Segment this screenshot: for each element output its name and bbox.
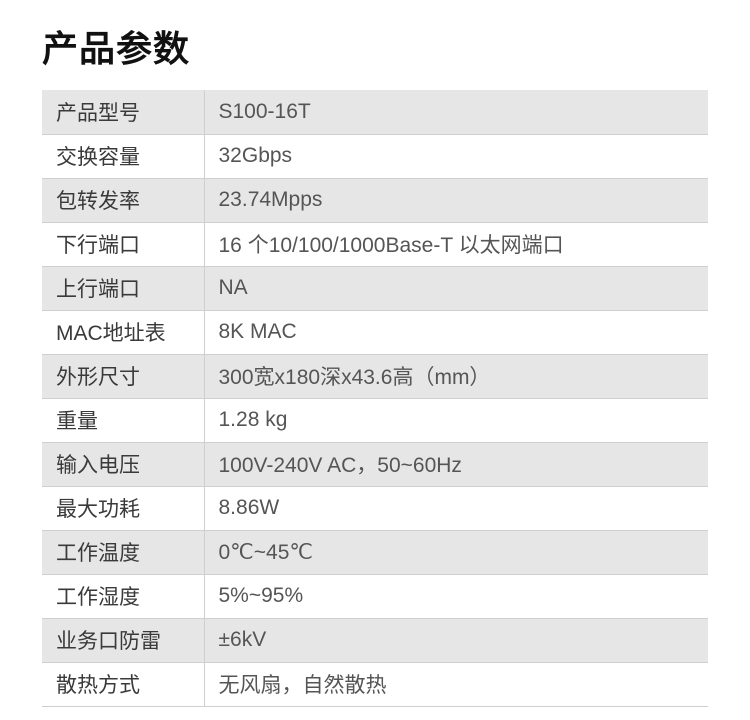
spec-label: 工作湿度 bbox=[42, 574, 204, 618]
spec-value: 300宽x180深x43.6高（mm） bbox=[204, 354, 708, 398]
spec-value: 23.74Mpps bbox=[204, 178, 708, 222]
table-row: MAC地址表8K MAC bbox=[42, 310, 708, 354]
table-row: 散热方式无风扇，自然散热 bbox=[42, 662, 708, 706]
spec-value: NA bbox=[204, 266, 708, 310]
table-row: 工作温度0℃~45℃ bbox=[42, 530, 708, 574]
spec-label: 业务口防雷 bbox=[42, 618, 204, 662]
spec-label: MAC地址表 bbox=[42, 310, 204, 354]
table-row: 最大功耗8.86W bbox=[42, 486, 708, 530]
spec-label: 下行端口 bbox=[42, 222, 204, 266]
spec-value: 8K MAC bbox=[204, 310, 708, 354]
table-row: 业务口防雷 ±6kV bbox=[42, 618, 708, 662]
spec-table: 产品型号S100-16T交换容量32Gbps包转发率23.74Mpps下行端口1… bbox=[42, 90, 708, 707]
spec-value: ±6kV bbox=[204, 618, 708, 662]
spec-label: 工作温度 bbox=[42, 530, 204, 574]
spec-label: 重量 bbox=[42, 398, 204, 442]
spec-value: 1.28 kg bbox=[204, 398, 708, 442]
table-row: 产品型号S100-16T bbox=[42, 90, 708, 134]
spec-label: 最大功耗 bbox=[42, 486, 204, 530]
table-row: 下行端口16 个10/100/1000Base-T 以太网端口 bbox=[42, 222, 708, 266]
spec-value: 5%~95% bbox=[204, 574, 708, 618]
spec-label: 包转发率 bbox=[42, 178, 204, 222]
table-row: 输入电压100V-240V AC，50~60Hz bbox=[42, 442, 708, 486]
spec-label: 外形尺寸 bbox=[42, 354, 204, 398]
table-row: 包转发率23.74Mpps bbox=[42, 178, 708, 222]
spec-value: 0℃~45℃ bbox=[204, 530, 708, 574]
spec-value: 无风扇，自然散热 bbox=[204, 662, 708, 706]
spec-label: 输入电压 bbox=[42, 442, 204, 486]
page-title: 产品参数 bbox=[42, 20, 708, 72]
spec-label: 产品型号 bbox=[42, 90, 204, 134]
spec-label: 上行端口 bbox=[42, 266, 204, 310]
table-row: 上行端口NA bbox=[42, 266, 708, 310]
spec-value: 16 个10/100/1000Base-T 以太网端口 bbox=[204, 222, 708, 266]
table-row: 重量1.28 kg bbox=[42, 398, 708, 442]
spec-value: 100V-240V AC，50~60Hz bbox=[204, 442, 708, 486]
spec-value: S100-16T bbox=[204, 90, 708, 134]
spec-value: 8.86W bbox=[204, 486, 708, 530]
table-row: 外形尺寸300宽x180深x43.6高（mm） bbox=[42, 354, 708, 398]
spec-label: 交换容量 bbox=[42, 134, 204, 178]
spec-label: 散热方式 bbox=[42, 662, 204, 706]
table-row: 交换容量32Gbps bbox=[42, 134, 708, 178]
spec-value: 32Gbps bbox=[204, 134, 708, 178]
table-row: 工作湿度5%~95% bbox=[42, 574, 708, 618]
